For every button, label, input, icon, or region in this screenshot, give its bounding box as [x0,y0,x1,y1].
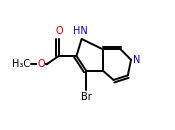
Text: N: N [133,55,141,65]
Text: HN: HN [73,26,88,36]
Text: O: O [55,26,63,36]
Text: H₃C: H₃C [12,59,30,69]
Text: Br: Br [81,92,92,102]
Text: O: O [37,59,45,69]
